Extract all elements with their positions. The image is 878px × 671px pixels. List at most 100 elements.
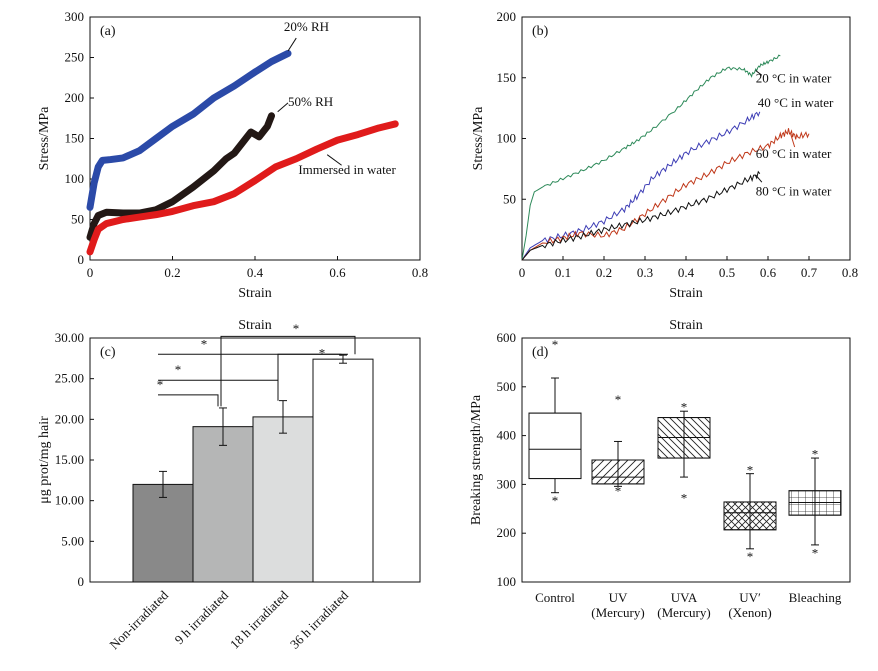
annotation-50rh: 50% RH [288,94,333,109]
panel-c: Strain 0 5.00 10.00 15.00 20.00 25.00 30.00 μg p… [37,318,421,652]
y-tick-label: 200 [497,9,517,24]
panel-label: (d) [532,345,549,360]
significance-star: * [201,337,208,352]
category-label: (Mercury) [657,605,710,620]
y-tick-label: 600 [497,330,517,345]
category-label: Non-irradiated [106,587,171,652]
category-label: Bleaching [789,590,842,605]
panel-d: Strain 100 200 300 400 500 600 Breaking strengt… [469,318,851,620]
y-tick-label: 150 [65,131,85,146]
x-tick-label: 0.4 [247,265,264,280]
series-line [521,128,810,261]
y-axis-label: Stress/MPa [37,106,52,171]
category-label: UVA [671,590,698,605]
panel-label: (a) [100,24,116,39]
bar [132,483,194,583]
outlier-star: * [812,546,819,561]
annotation-20c: 20 °C in water [756,71,832,86]
plot-frame [521,337,851,583]
x-tick-label: 0.1 [555,265,571,280]
y-axis-label: Stress/MPa [471,106,486,171]
y-tick-label: 100 [497,131,517,146]
annotation-60c: 60 °C in water [756,146,832,161]
y-axis-label: Breaking strength/MPa [469,394,484,525]
annotation-arrow [287,37,297,52]
chart-title: Strain [238,318,271,333]
y-tick-label: 100 [65,171,85,186]
y-tick-label: 500 [497,379,517,394]
category-label: (Mercury) [591,605,644,620]
x-axis-label: Strain [238,286,271,301]
panel-b: 0 0.1 0.2 0.3 0.4 0.5 0.6 0.7 0.8 50 100 150 200 Stra… [471,9,858,301]
annotation-arrow [790,133,796,148]
x-tick-label: 0.2 [164,265,180,280]
panel-label: (c) [100,345,116,360]
y-tick-label: 50 [503,191,516,206]
series-line [521,54,781,261]
category-label: 36 h irradiated [287,587,352,652]
series-line [86,120,399,256]
significance-bracket [220,335,356,407]
x-tick-label: 0.8 [842,265,858,280]
significance-star: * [157,377,164,392]
significance-star: * [293,321,300,336]
y-tick-label: 0 [78,252,85,267]
annotation-40c: 40 °C in water [758,95,834,110]
series-line [521,111,761,261]
outlier-star: * [681,491,688,506]
bar [192,426,254,583]
x-tick-label: 0.4 [678,265,695,280]
significance-bracket [277,353,348,401]
y-tick-label: 0 [78,574,85,589]
y-tick-label: 5.00 [61,533,84,548]
y-tick-label: 15.00 [55,452,84,467]
x-tick-label: 0.2 [596,265,612,280]
x-tick-label: 0 [519,265,526,280]
series-line [86,112,275,241]
outlier-star: * [812,447,819,462]
annotation-arrow [755,174,763,183]
y-tick-label: 300 [497,476,517,491]
outlier-star: * [681,399,688,414]
category-label: 9 h irradiated [172,587,232,647]
panel-a: 0 0.2 0.4 0.6 0.8 0 50 100 150 200 250 300 Strain Str… [37,9,428,301]
y-tick-label: 200 [65,90,85,105]
x-tick-label: 0.6 [329,265,346,280]
y-axis-label: μg prot/mg hair [37,416,52,504]
y-tick-label: 30.00 [55,330,84,345]
chart-title: Strain [669,318,702,333]
series-line [86,49,292,211]
y-tick-label: 300 [65,9,85,24]
significance-star: * [319,346,326,361]
annotation-20rh: 20% RH [284,19,329,34]
y-tick-label: 10.00 [55,493,84,508]
x-axis-label: Strain [669,286,702,301]
category-label: UV [609,590,628,605]
outlier-star: * [747,549,754,564]
outlier-star: * [615,483,622,498]
y-tick-label: 20.00 [55,411,84,426]
annotation-arrow [326,154,342,166]
annotation-arrow [755,70,763,76]
y-tick-label: 150 [497,70,517,85]
panel-label: (b) [532,24,549,39]
y-tick-label: 400 [497,428,517,443]
outlier-star: * [747,462,754,477]
x-tick-label: 0.8 [412,265,428,280]
annotation-water: Immersed in water [298,162,396,177]
x-tick-label: 0 [87,265,94,280]
y-tick-label: 200 [497,525,517,540]
annotation-80c: 80 °C in water [756,184,832,199]
box [528,412,582,480]
series-line [521,170,761,261]
x-tick-label: 0.5 [719,265,735,280]
x-tick-label: 0.3 [637,265,653,280]
category-label: Control [535,590,575,605]
y-tick-label: 25.00 [55,371,84,386]
category-label: (Xenon) [728,605,771,620]
annotation-arrow [277,102,289,113]
category-label: UV′ [739,590,761,605]
x-tick-label: 0.6 [760,265,777,280]
x-tick-label: 0.7 [801,265,818,280]
